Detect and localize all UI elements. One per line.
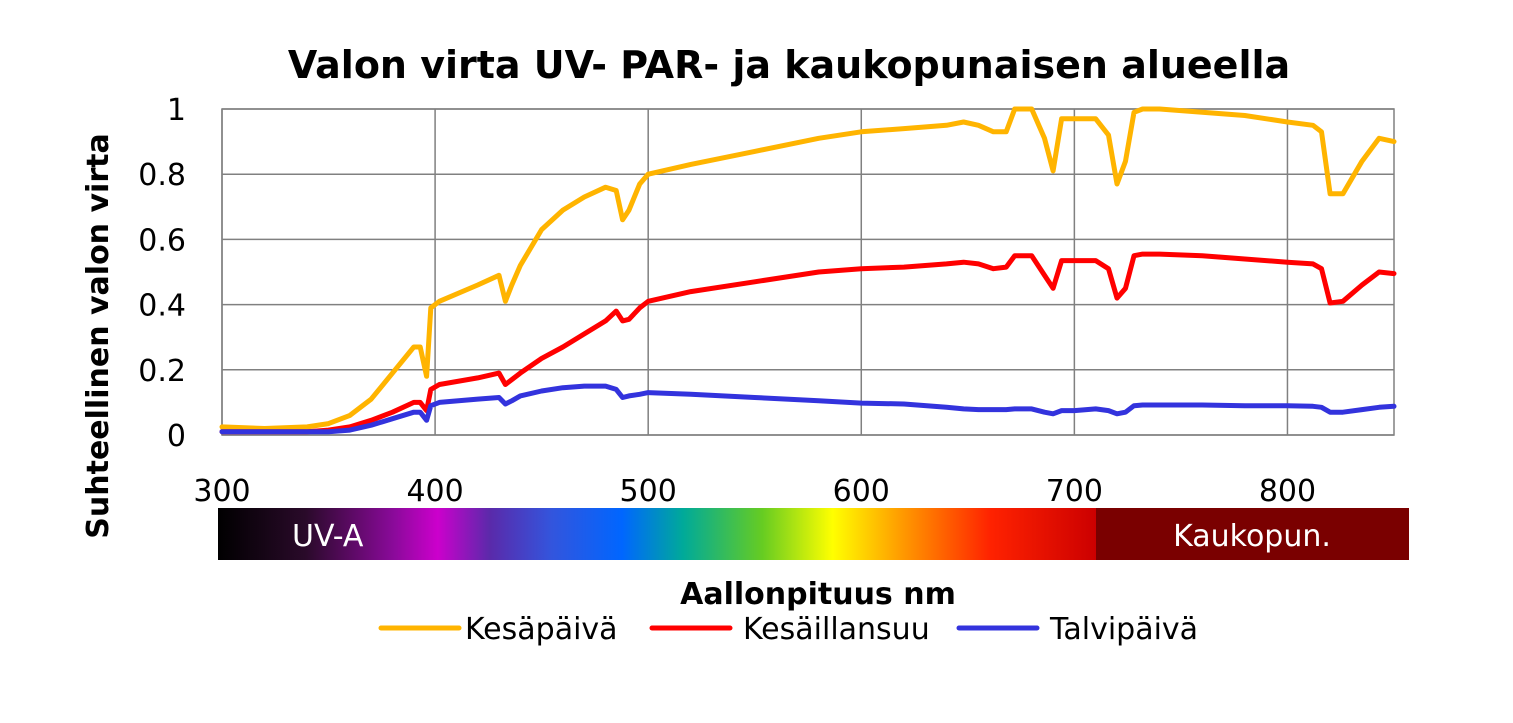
- series-lines: [219, 106, 1397, 435]
- series-line-0: [219, 106, 1397, 431]
- far-red-block: [1096, 508, 1409, 560]
- y-tick-label: 0.4: [138, 289, 186, 324]
- spectrum-band: UV-A Kaukopun.: [218, 508, 1409, 560]
- series-line-2: [219, 383, 1397, 435]
- series-line-1: [219, 251, 1397, 435]
- x-tick-label: 500: [620, 474, 677, 509]
- uv-a-label: UV-A: [292, 519, 364, 554]
- legend-label: Talvipäivä: [1049, 612, 1198, 647]
- x-tick-label: 800: [1259, 474, 1316, 509]
- x-tick-label: 600: [833, 474, 890, 509]
- y-tick-label: 0.8: [138, 158, 186, 193]
- y-tick-labels: 0 0.2 0.4 0.6 0.8 1: [138, 93, 186, 454]
- far-red-label: Kaukopun.: [1173, 519, 1331, 554]
- y-tick-label: 1: [167, 93, 186, 128]
- x-axis-label: Aallonpituus nm: [680, 577, 956, 612]
- x-tick-label: 700: [1046, 474, 1103, 509]
- x-tick-labels: 300 400 500 600 700 800: [193, 474, 1316, 509]
- x-tick-label: 400: [406, 474, 463, 509]
- x-tick-label: 300: [193, 474, 250, 509]
- legend: Kesäpäivä Kesäillansuu Talvipäivä: [378, 612, 1198, 647]
- chart-title: Valon virta UV- PAR- ja kaukopunaisen al…: [288, 43, 1290, 87]
- spectrum-gradient: [218, 508, 1096, 560]
- legend-label: Kesäillansuu: [743, 612, 930, 647]
- legend-label: Kesäpäivä: [465, 612, 618, 647]
- y-tick-label: 0.6: [138, 223, 186, 258]
- y-tick-label: 0: [167, 419, 186, 454]
- y-tick-label: 0.2: [138, 354, 186, 389]
- y-axis-label: Suhteellinen valon virta: [81, 133, 116, 538]
